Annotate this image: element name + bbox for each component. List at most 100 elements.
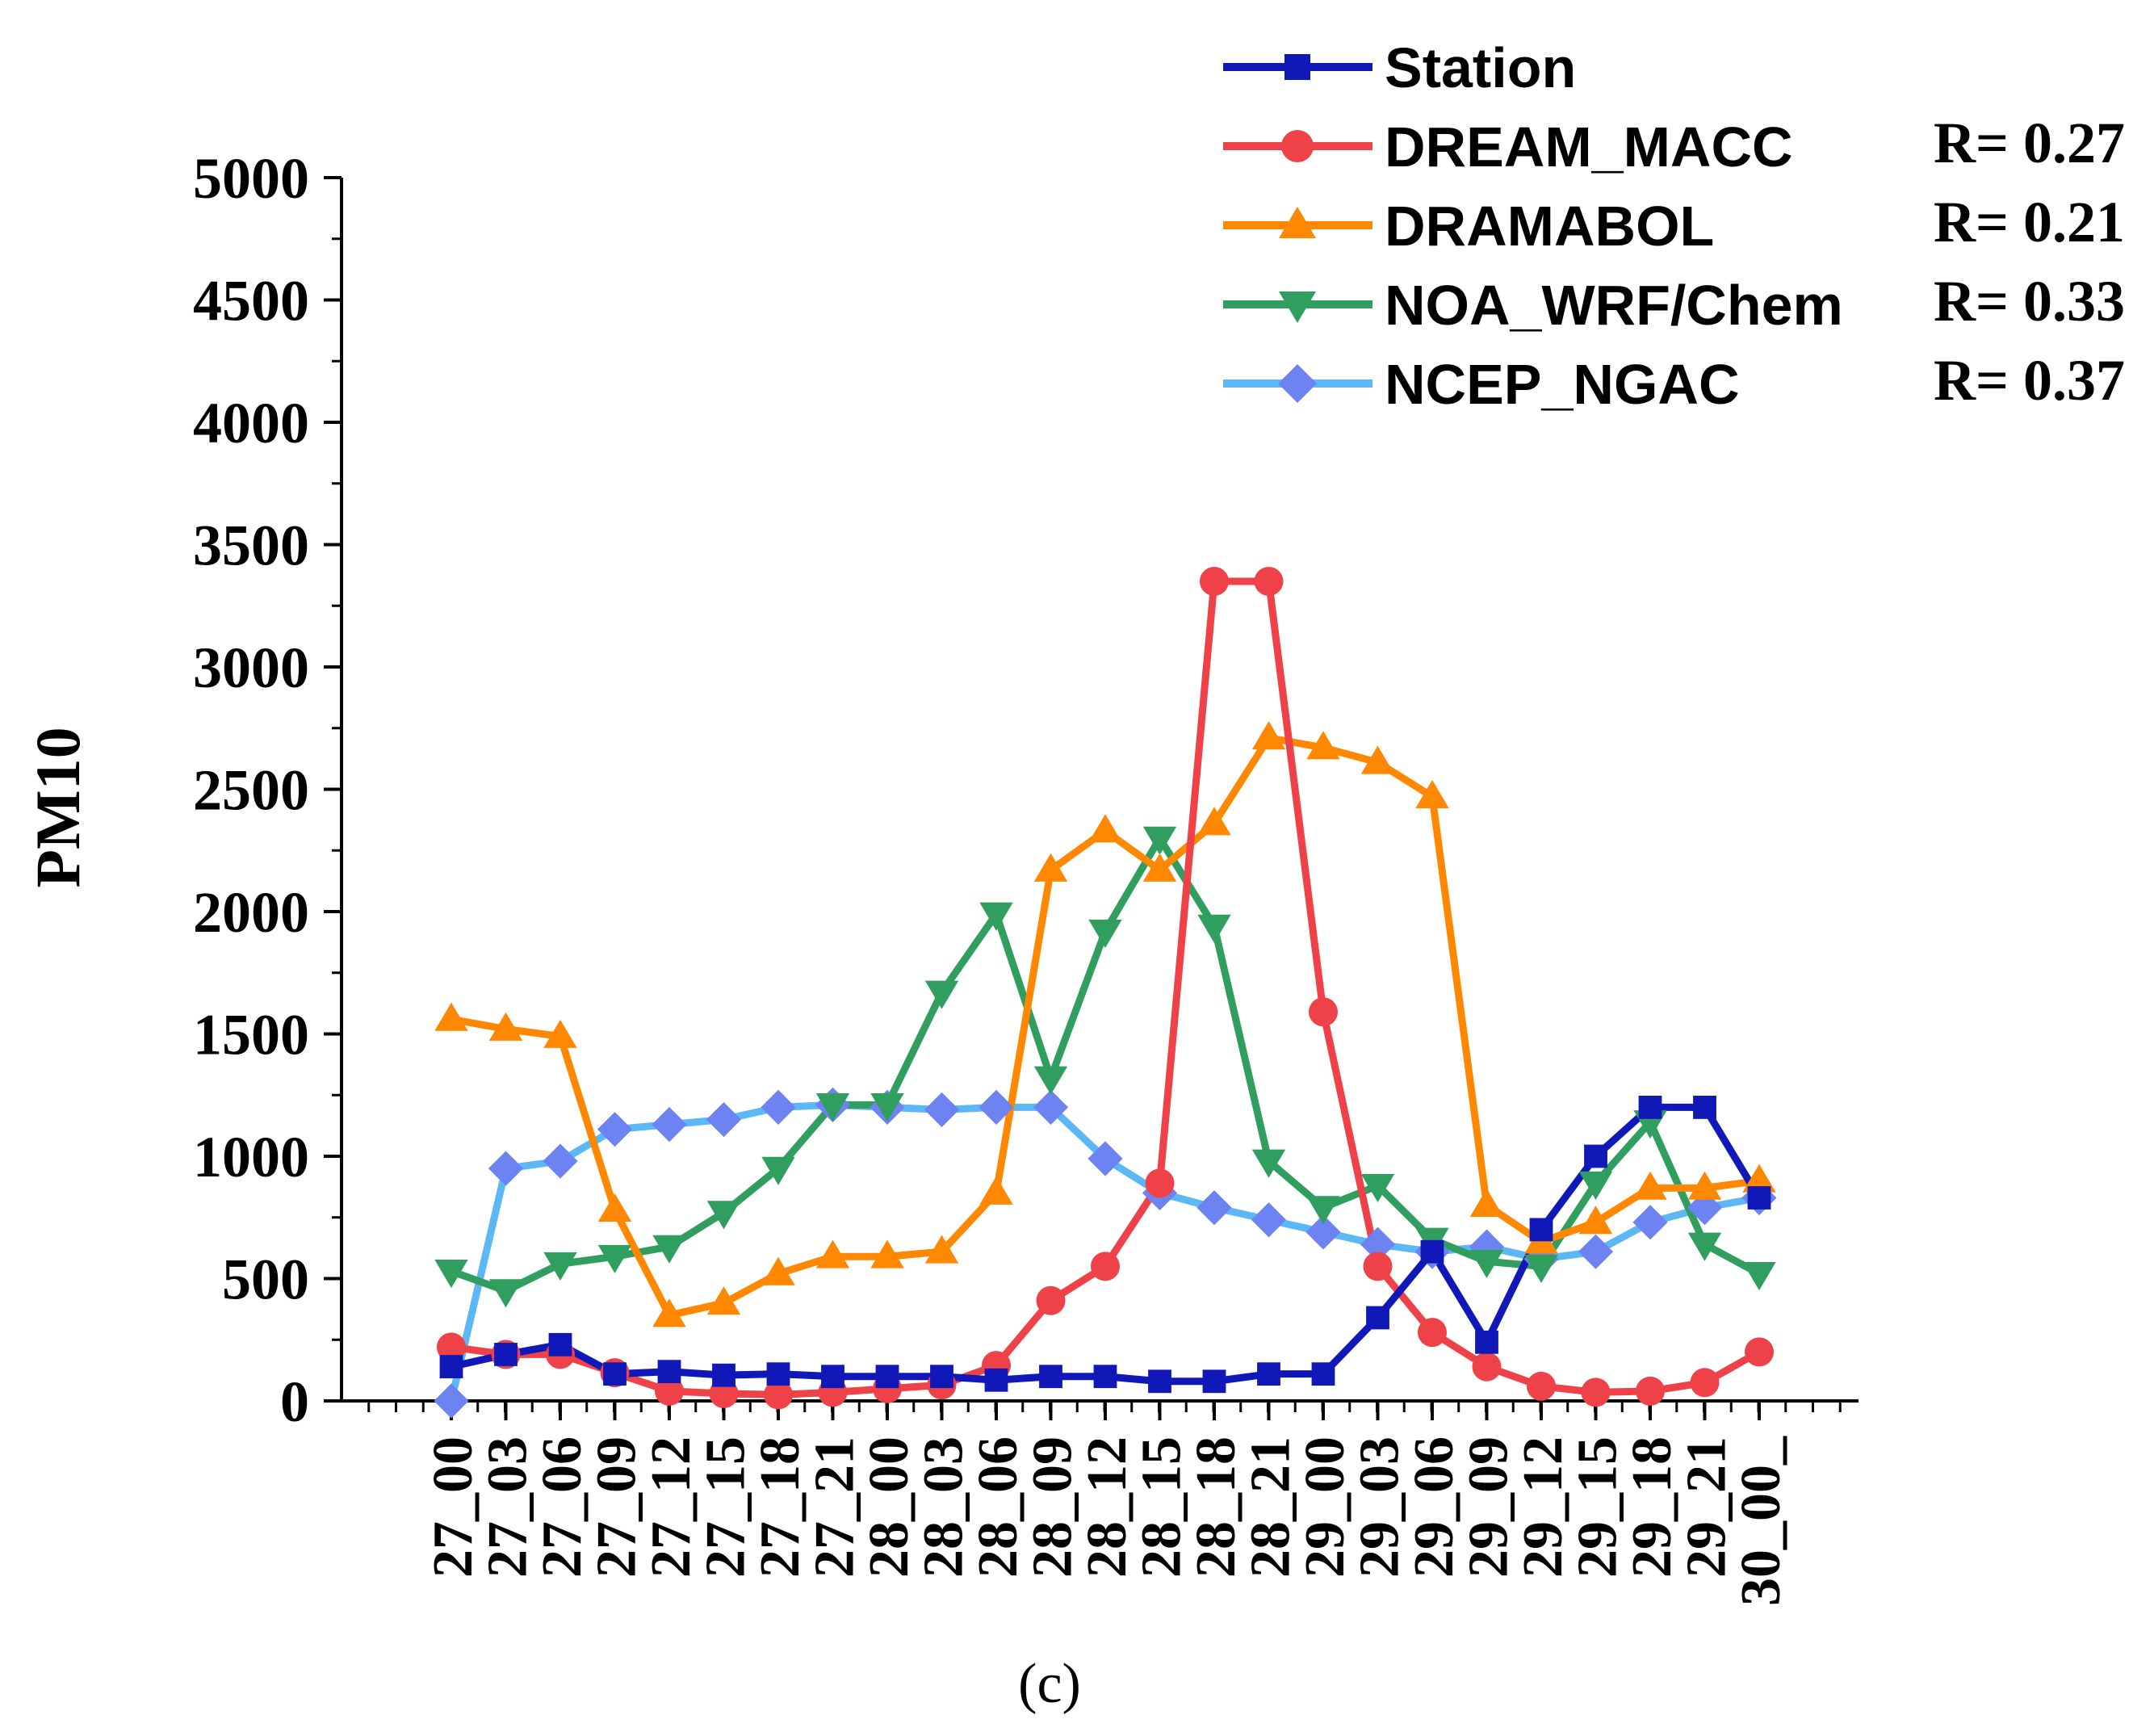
legend-marker-swatch bbox=[1279, 207, 1316, 238]
data-point-dream-macc bbox=[1527, 1371, 1556, 1401]
data-point-noa-wrf-chem bbox=[924, 980, 959, 1009]
data-point-noa-wrf-chem bbox=[979, 902, 1013, 931]
data-point-noa-wrf-chem bbox=[652, 1235, 686, 1264]
x-tick-label: 29_03 bbox=[1349, 1436, 1411, 1578]
y-tick-label: 0 bbox=[280, 1369, 309, 1434]
x-tick-label: 28_21 bbox=[1240, 1436, 1302, 1578]
x-tick-label: 27_00 bbox=[422, 1436, 484, 1578]
x-tick-label: 28_12 bbox=[1076, 1436, 1138, 1578]
legend-label: Station bbox=[1385, 36, 1576, 99]
data-point-dramabol bbox=[1033, 853, 1068, 882]
data-point-noa-wrf-chem bbox=[597, 1244, 632, 1273]
data-point-dramabol bbox=[1197, 807, 1231, 836]
data-point-ncep-ngac bbox=[1578, 1234, 1614, 1269]
x-tick-label: 29_21 bbox=[1676, 1436, 1738, 1578]
data-point-ncep-ngac bbox=[706, 1101, 742, 1138]
data-point-station bbox=[494, 1343, 518, 1366]
x-tick-label: 27_18 bbox=[749, 1436, 811, 1578]
y-tick-label: 1500 bbox=[193, 1003, 309, 1067]
data-point-station bbox=[1584, 1144, 1607, 1168]
data-point-dream-macc bbox=[1036, 1285, 1066, 1315]
x-tick-label: 27_15 bbox=[695, 1436, 757, 1578]
data-point-station bbox=[1148, 1369, 1171, 1394]
data-point-station bbox=[1475, 1330, 1498, 1354]
x-tick-label: 28_00 bbox=[858, 1436, 920, 1578]
data-point-station bbox=[712, 1363, 735, 1387]
data-point-noa-wrf-chem bbox=[488, 1279, 523, 1308]
data-point-station bbox=[1039, 1365, 1062, 1389]
data-point-noa-wrf-chem bbox=[1360, 1173, 1395, 1203]
data-point-station bbox=[1529, 1218, 1553, 1242]
data-point-station bbox=[439, 1355, 463, 1378]
data-point-dramabol bbox=[597, 1193, 632, 1222]
data-point-ncep-ngac bbox=[652, 1107, 687, 1143]
data-point-dream-macc bbox=[1309, 997, 1338, 1027]
data-point-station bbox=[984, 1368, 1008, 1392]
data-point-station bbox=[603, 1362, 627, 1386]
data-point-dramabol bbox=[1578, 1206, 1613, 1235]
panel-label: (c) bbox=[1018, 1653, 1081, 1715]
data-point-ncep-ngac bbox=[979, 1089, 1014, 1125]
axes: 0 500 1000 1500 2000 2500 3000 3500 4000 4500 5000… bbox=[193, 146, 1859, 1606]
data-point-dream-macc bbox=[1745, 1337, 1774, 1367]
x-tick-label: 29_12 bbox=[1512, 1436, 1574, 1578]
data-point-noa-wrf-chem bbox=[1524, 1254, 1558, 1284]
data-point-station bbox=[1093, 1365, 1117, 1389]
legend-item-ncep-ngac: NCEP_NGAC R= 0.37 bbox=[1223, 348, 2125, 416]
data-point-dramabol bbox=[924, 1235, 959, 1264]
y-tick-label: 3000 bbox=[193, 635, 309, 700]
data-point-station bbox=[1420, 1239, 1444, 1264]
x-tick-label: 29_09 bbox=[1458, 1436, 1520, 1578]
data-point-ncep-ngac bbox=[1305, 1214, 1341, 1250]
data-point-dramabol bbox=[870, 1239, 904, 1268]
data-point-noa-wrf-chem bbox=[1088, 919, 1122, 948]
data-point-dramabol bbox=[652, 1298, 686, 1327]
data-point-dream-macc bbox=[1472, 1352, 1502, 1382]
data-point-dramabol bbox=[434, 1002, 468, 1031]
data-point-dream-macc bbox=[1200, 566, 1229, 596]
data-point-dramabol bbox=[761, 1256, 795, 1285]
data-point-ncep-ngac bbox=[1360, 1227, 1396, 1262]
data-point-dream-macc bbox=[1418, 1318, 1447, 1348]
data-point-station bbox=[1693, 1096, 1716, 1119]
y-tick-label: 2000 bbox=[193, 880, 309, 945]
data-point-dream-macc bbox=[437, 1332, 466, 1362]
x-tick-label: 29_18 bbox=[1621, 1436, 1683, 1578]
data-point-noa-wrf-chem bbox=[1306, 1196, 1340, 1225]
data-point-station bbox=[1638, 1096, 1662, 1119]
data-point-ncep-ngac bbox=[488, 1151, 524, 1186]
data-point-dream-macc bbox=[764, 1380, 793, 1410]
legend-label: NOA_WRF/Chem bbox=[1385, 274, 1843, 337]
data-point-dream-macc bbox=[1145, 1168, 1175, 1198]
data-point-dream-macc bbox=[655, 1376, 684, 1406]
legend-label: DREAM_MACC bbox=[1385, 115, 1793, 178]
data-point-ncep-ngac bbox=[1033, 1089, 1069, 1125]
data-point-ncep-ngac bbox=[434, 1383, 469, 1419]
y-axis-label: PM10 bbox=[23, 727, 93, 887]
legend-marker-swatch bbox=[1281, 130, 1314, 162]
x-tick-label: 29_15 bbox=[1567, 1436, 1629, 1578]
data-point-noa-wrf-chem bbox=[1469, 1249, 1504, 1278]
y-tick-label: 3500 bbox=[193, 514, 309, 578]
data-point-dramabol bbox=[543, 1019, 577, 1048]
data-point-noa-wrf-chem bbox=[434, 1260, 468, 1289]
x-tick-label: 27_21 bbox=[804, 1436, 866, 1578]
data-point-dramabol bbox=[1088, 814, 1122, 843]
data-point-noa-wrf-chem bbox=[761, 1156, 795, 1185]
x-tick-label: 28_03 bbox=[913, 1436, 975, 1578]
data-point-dramabol bbox=[1469, 1188, 1504, 1217]
x-tick-label: 29_06 bbox=[1403, 1436, 1465, 1578]
legend-label: DRAMABOL bbox=[1385, 195, 1714, 258]
legend-r-value: R= 0.27 bbox=[1934, 111, 2125, 175]
x-tick-label: 28_18 bbox=[1185, 1436, 1247, 1578]
data-point-dream-macc bbox=[1363, 1252, 1393, 1281]
data-point-ncep-ngac bbox=[924, 1092, 960, 1128]
data-point-station bbox=[657, 1360, 681, 1384]
data-point-noa-wrf-chem bbox=[543, 1252, 577, 1281]
legend-marker-swatch bbox=[1284, 54, 1310, 80]
data-point-station bbox=[821, 1365, 844, 1389]
legend-r-value: R= 0.37 bbox=[1934, 348, 2125, 413]
y-tick-label: 5000 bbox=[193, 146, 309, 211]
data-point-ncep-ngac bbox=[1087, 1141, 1123, 1176]
